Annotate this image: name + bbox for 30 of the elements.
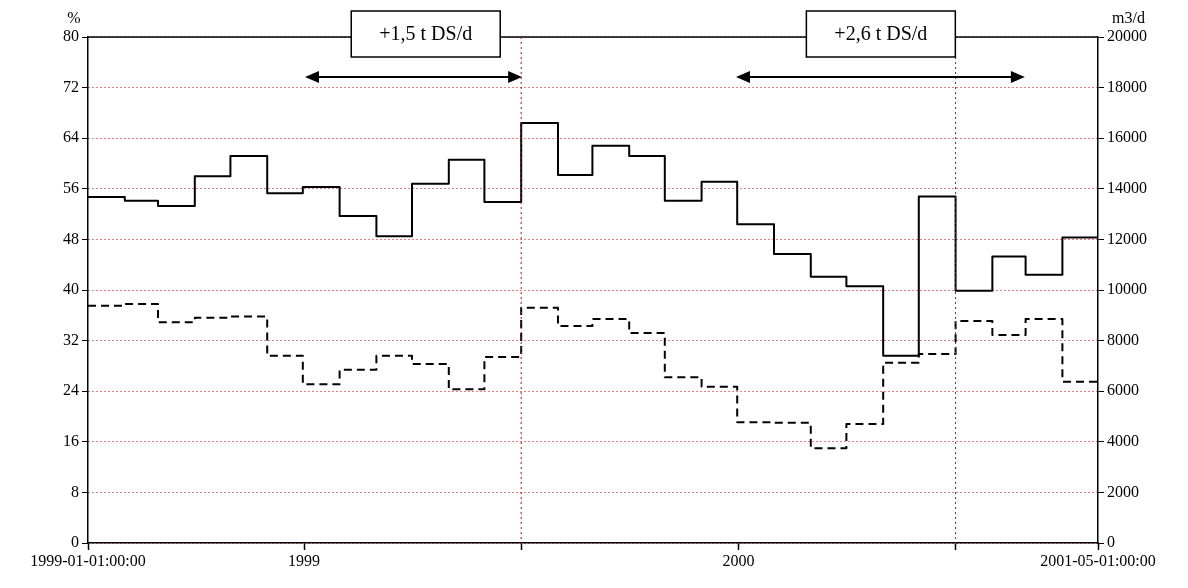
- y2-tick-label: 20000: [1107, 27, 1147, 45]
- x-tick-label: 2001-05-01:00:00: [1040, 551, 1156, 569]
- y-tick-label: 40: [63, 280, 79, 298]
- y2-tick-label: 16000: [1107, 128, 1147, 146]
- y2-tick-label: 10000: [1107, 280, 1147, 298]
- y2-tick-label: 4000: [1107, 432, 1139, 449]
- y2-axis-title: m3/d: [1112, 9, 1145, 27]
- annotation: +1,5 t DS/d: [379, 22, 473, 45]
- annotation: +2,6 t DS/d: [834, 22, 928, 45]
- y2-tick-label: 18000: [1107, 77, 1147, 95]
- y-tick-label: 64: [63, 128, 79, 146]
- y2-tick-label: 14000: [1107, 179, 1147, 196]
- y-tick-label: 56: [63, 179, 79, 196]
- x-tick-label: 2000: [722, 551, 755, 569]
- y-axis-title: %: [67, 9, 81, 27]
- y-tick-label: 0: [71, 533, 79, 551]
- y-tick-label: 32: [63, 330, 79, 348]
- y-tick-label: 48: [63, 229, 79, 247]
- y2-tick-label: 12000: [1107, 229, 1147, 247]
- y2-tick-label: 6000: [1107, 381, 1139, 399]
- x-tick-label: 1999: [288, 551, 320, 569]
- y-tick-label: 16: [63, 432, 79, 449]
- y-tick-label: 24: [63, 381, 79, 399]
- x-tick-label: 1999-01-01:00:00: [30, 551, 146, 569]
- y-tick-label: 72: [63, 77, 79, 95]
- y2-tick-label: 2000: [1107, 482, 1139, 500]
- y-tick-label: 8: [71, 482, 79, 500]
- y2-tick-label: 8000: [1107, 330, 1139, 348]
- y-tick-label: 80: [63, 27, 79, 45]
- y2-tick-label: 0: [1107, 533, 1115, 551]
